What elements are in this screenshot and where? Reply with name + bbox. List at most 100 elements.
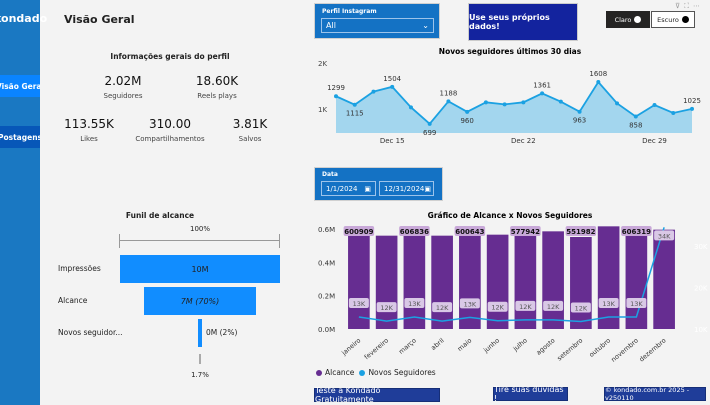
x-tick: dezembro <box>638 336 668 363</box>
line-label: 12K <box>380 304 393 312</box>
y2-tick: 20K <box>694 285 708 293</box>
bar-alcance <box>375 235 398 329</box>
funnel-bar-alcance[interactable]: 7M (70%) <box>144 287 256 315</box>
line-label: 13K <box>464 300 477 308</box>
bar-alcance <box>403 227 426 329</box>
x-tick: maio <box>456 336 473 352</box>
alcance-novos-seguidores-chart: Gráfico de Alcance x Novos Seguidores 0.… <box>318 211 708 364</box>
line-label-bg <box>459 298 480 309</box>
date-end-value: 12/31/2024 <box>384 184 425 193</box>
use-own-data-button[interactable]: Use seus próprios dados! <box>468 3 578 41</box>
sidebar: kondado Visão Geral Postagens <box>0 0 47 405</box>
kpi-value: 113.55K <box>64 117 114 131</box>
more-options-icon[interactable]: ⋯ <box>693 2 705 10</box>
x-tick: março <box>397 336 418 355</box>
date-start-value: 1/1/2024 <box>326 184 358 193</box>
data-label: 858 <box>629 122 642 130</box>
sidebar-item-postagens[interactable]: Postagens <box>0 126 40 148</box>
x-tick: Dec 15 <box>380 137 405 145</box>
data-point <box>334 94 338 99</box>
bar-label: 600643 <box>455 228 484 236</box>
calendar-icon[interactable]: ▣ <box>364 184 371 193</box>
date-start-input[interactable]: 1/1/2024 ▣ <box>321 181 376 196</box>
data-point <box>690 106 694 111</box>
data-point <box>615 101 620 106</box>
data-point <box>408 105 413 110</box>
help-button[interactable]: Tire suas dúvidas ! <box>493 385 568 403</box>
line-label-bg <box>348 297 369 308</box>
line-label-bg <box>626 297 647 308</box>
legend-novos-seguidores[interactable]: Novos Seguidores <box>368 368 436 377</box>
data-point <box>558 99 563 104</box>
funnel-bar-impressoes[interactable]: 10M <box>120 255 280 283</box>
x-tick: agosto <box>535 336 557 356</box>
line-label-bg <box>404 297 425 308</box>
theme-light-label: Claro <box>614 15 632 24</box>
date-end-input[interactable]: 12/31/2024 ▣ <box>379 181 434 196</box>
funnel-bar-value: 0M (2%) <box>206 328 238 337</box>
x-tick: Dec 22 <box>511 137 536 145</box>
line-label: 12K <box>575 305 588 313</box>
bar-label-bg <box>343 226 375 236</box>
profile-title: Informações gerais do perfil <box>110 52 230 61</box>
bar-label: 606836 <box>400 228 429 236</box>
line-label-bg <box>432 302 453 313</box>
followers-30-days-chart: Novos seguidores últimos 30 dias 2K 1K 1… <box>318 47 701 145</box>
funnel-title: Funil de alcance <box>125 211 195 220</box>
perfil-dropdown-value: All <box>326 21 336 30</box>
line-label: 12K <box>436 304 449 312</box>
perfil-dropdown[interactable]: All ⌄ <box>321 18 434 33</box>
focus-mode-icon[interactable]: ⛶ <box>684 2 694 10</box>
chart-title: Novos seguidores últimos 30 dias <box>439 47 582 56</box>
theme-dark-button[interactable]: Escuro <box>651 11 695 28</box>
y2-tick: 30K <box>694 243 708 251</box>
line-label: 13K <box>602 300 615 308</box>
funnel-bar-novos-seguidores[interactable] <box>198 319 202 347</box>
date-filter-panel: Data 1/1/2024 ▣ 12/31/2024 ▣ <box>314 167 443 201</box>
line-label-bg <box>543 300 564 311</box>
legend-dot <box>316 369 322 376</box>
line-label-bg <box>487 301 508 312</box>
page-title: Visão Geral <box>64 13 135 26</box>
funnel-top-pct: 100% <box>189 225 210 233</box>
x-tick: julho <box>511 336 529 353</box>
bar-label-bg <box>399 226 430 236</box>
data-label: 1115 <box>346 110 364 118</box>
y-tick: 0.2M <box>318 293 335 301</box>
sidebar-item-visao-geral[interactable]: Visão Geral <box>0 75 40 97</box>
bar-label: 577942 <box>511 228 540 236</box>
line-label: 12K <box>519 303 532 311</box>
data-point <box>521 100 526 105</box>
bar-alcance <box>542 231 564 329</box>
data-label: 963 <box>573 117 586 125</box>
bar-alcance <box>459 228 481 329</box>
bar-alcance <box>348 228 370 329</box>
data-label: 699 <box>423 129 436 137</box>
kpi-compartilhamentos: 310.00 Compartilhamentos <box>120 117 220 143</box>
line-label: 12K <box>491 304 504 312</box>
x-tick: Dec 29 <box>642 137 667 145</box>
data-point <box>352 102 357 107</box>
trial-button[interactable]: Teste a Kondado Gratuitamente <box>314 386 440 404</box>
funnel-bottom-pct: 1.7% <box>191 371 209 379</box>
legend-dot <box>359 369 366 376</box>
theme-light-button[interactable]: Claro <box>606 11 650 28</box>
legend-alcance[interactable]: Alcance <box>325 368 355 377</box>
data-label: 1608 <box>589 70 607 78</box>
kpi-seguidores: 2.02M Seguidores <box>73 74 173 100</box>
bar-label-bg <box>565 226 597 236</box>
funnel-bottom-tick <box>199 354 201 364</box>
data-point <box>540 91 545 96</box>
calendar-icon[interactable]: ▣ <box>424 184 431 193</box>
series-line <box>335 80 693 126</box>
data-label: 960 <box>460 117 473 125</box>
axis-tick <box>279 234 280 248</box>
circle-icon <box>634 16 642 23</box>
filter-icon[interactable]: ⊽ <box>675 2 685 10</box>
line-label-bg <box>570 302 591 313</box>
data-point <box>483 100 488 105</box>
kpi-label: Salvos <box>238 135 262 143</box>
copyright-link[interactable]: © kondado.com.br 2025 - v250110 <box>604 386 706 402</box>
bar-label: 600909 <box>344 228 373 236</box>
y2-tick: 10K <box>694 326 708 334</box>
